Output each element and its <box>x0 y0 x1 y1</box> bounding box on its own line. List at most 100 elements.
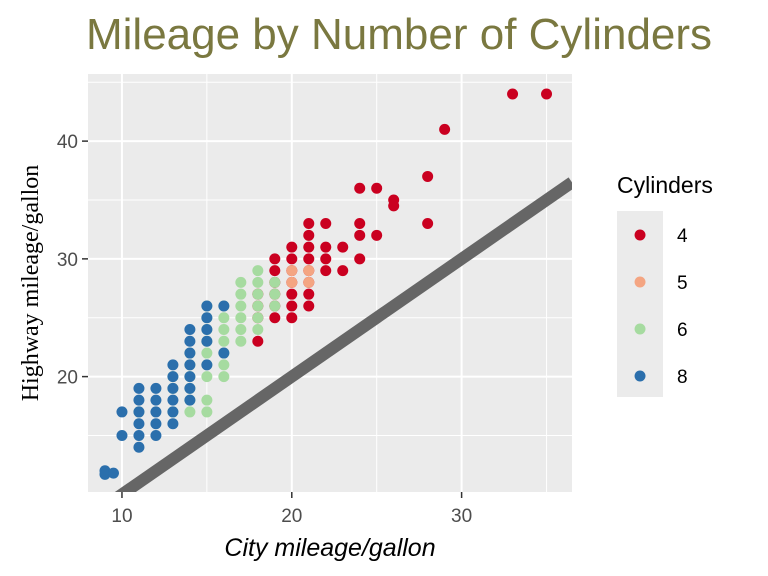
legend-label-cyl-4: 4 <box>677 226 688 247</box>
y-tick-label: 40 <box>57 132 78 153</box>
data-point-cyl-4 <box>269 253 281 265</box>
data-point-cyl-5 <box>286 276 298 288</box>
data-point-cyl-8 <box>150 382 162 394</box>
data-point-cyl-6 <box>235 276 247 288</box>
data-point-cyl-8 <box>201 335 213 347</box>
legend-label-cyl-5: 5 <box>677 273 688 294</box>
legend: Cylinders 4 5 6 8 <box>617 172 713 397</box>
legend-key-background <box>617 211 663 397</box>
data-point-cyl-6 <box>252 288 264 300</box>
data-point-cyl-4 <box>269 265 281 277</box>
data-point-cyl-8 <box>201 300 213 312</box>
data-point-cyl-8 <box>133 394 145 406</box>
x-tick-label: 20 <box>281 506 302 527</box>
x-tick-label: 10 <box>111 506 132 527</box>
legend-items: 4 5 6 8 <box>634 226 688 388</box>
data-point-cyl-4 <box>303 229 315 241</box>
data-point-cyl-8 <box>133 429 145 441</box>
data-point-cyl-4 <box>354 182 366 194</box>
data-point-cyl-8 <box>116 429 128 441</box>
data-point-cyl-8 <box>201 312 213 324</box>
data-point-cyl-6 <box>269 300 281 312</box>
legend-key-cyl-6 <box>634 323 646 335</box>
data-point-cyl-4 <box>252 335 264 347</box>
data-point-cyl-8 <box>201 359 213 371</box>
data-point-cyl-4 <box>371 229 383 241</box>
data-point-cyl-8 <box>99 468 111 480</box>
data-point-cyl-8 <box>133 406 145 418</box>
data-point-cyl-6 <box>252 324 264 336</box>
data-point-cyl-8 <box>150 418 162 430</box>
data-point-cyl-8 <box>133 418 145 430</box>
data-point-cyl-6 <box>201 394 213 406</box>
data-point-cyl-6 <box>252 312 264 324</box>
data-point-cyl-6 <box>218 312 230 324</box>
data-point-cyl-8 <box>184 324 196 336</box>
data-point-cyl-4 <box>269 312 281 324</box>
data-point-cyl-6 <box>218 359 230 371</box>
panel-background <box>88 74 572 492</box>
data-point-cyl-4 <box>422 218 434 230</box>
data-point-cyl-6 <box>201 347 213 359</box>
data-point-cyl-4 <box>439 123 451 135</box>
data-point-cyl-8 <box>133 441 145 453</box>
plot-panel <box>88 74 572 492</box>
data-point-cyl-8 <box>201 324 213 336</box>
data-point-cyl-8 <box>184 371 196 383</box>
data-point-cyl-6 <box>252 300 264 312</box>
data-point-cyl-8 <box>184 359 196 371</box>
data-point-cyl-8 <box>167 371 179 383</box>
data-point-cyl-6 <box>269 288 281 300</box>
data-point-cyl-8 <box>184 347 196 359</box>
data-point-cyl-8 <box>184 382 196 394</box>
x-axis-label: City mileage/gallon <box>224 534 435 562</box>
legend-key-cyl-4 <box>634 229 646 241</box>
legend-label-cyl-8: 8 <box>677 367 688 388</box>
data-point-cyl-4 <box>320 253 332 265</box>
data-point-cyl-5 <box>303 265 315 277</box>
data-point-cyl-8 <box>150 429 162 441</box>
data-point-cyl-4 <box>320 265 332 277</box>
data-point-cyl-4 <box>286 300 298 312</box>
data-point-cyl-4 <box>354 229 366 241</box>
data-point-cyl-6 <box>218 335 230 347</box>
data-point-cyl-4 <box>388 200 400 212</box>
data-point-cyl-8 <box>167 382 179 394</box>
data-point-cyl-4 <box>337 265 349 277</box>
data-point-cyl-4 <box>303 218 315 230</box>
data-point-cyl-8 <box>218 300 230 312</box>
data-point-cyl-4 <box>286 312 298 324</box>
data-point-cyl-8 <box>150 394 162 406</box>
data-point-cyl-6 <box>201 406 213 418</box>
data-point-cyl-8 <box>167 359 179 371</box>
data-point-cyl-4 <box>286 241 298 253</box>
data-point-cyl-6 <box>184 406 196 418</box>
data-point-cyl-8 <box>133 382 145 394</box>
data-point-cyl-6 <box>235 288 247 300</box>
data-point-cyl-6 <box>252 265 264 277</box>
data-point-cyl-8 <box>184 394 196 406</box>
y-tick-label: 20 <box>57 368 78 389</box>
data-point-cyl-6 <box>252 276 264 288</box>
data-point-cyl-4 <box>320 241 332 253</box>
legend-title: Cylinders <box>617 172 713 198</box>
data-point-cyl-6 <box>201 371 213 383</box>
data-point-cyl-8 <box>218 347 230 359</box>
y-tick-label: 30 <box>57 250 78 271</box>
data-point-cyl-4 <box>303 288 315 300</box>
data-point-cyl-8 <box>184 335 196 347</box>
data-point-cyl-4 <box>354 218 366 230</box>
data-point-cyl-4 <box>354 253 366 265</box>
data-point-cyl-4 <box>286 288 298 300</box>
data-point-cyl-8 <box>150 406 162 418</box>
data-point-cyl-8 <box>167 394 179 406</box>
data-point-cyl-6 <box>269 276 281 288</box>
y-axis-ticks: 20 30 40 <box>57 132 88 389</box>
data-point-cyl-6 <box>235 335 247 347</box>
data-point-cyl-4 <box>303 241 315 253</box>
data-point-cyl-4 <box>320 218 332 230</box>
data-point-cyl-4 <box>303 300 315 312</box>
chart-title: Mileage by Number of Cylinders <box>86 10 712 59</box>
data-point-cyl-6 <box>235 300 247 312</box>
legend-key-cyl-8 <box>634 370 646 382</box>
